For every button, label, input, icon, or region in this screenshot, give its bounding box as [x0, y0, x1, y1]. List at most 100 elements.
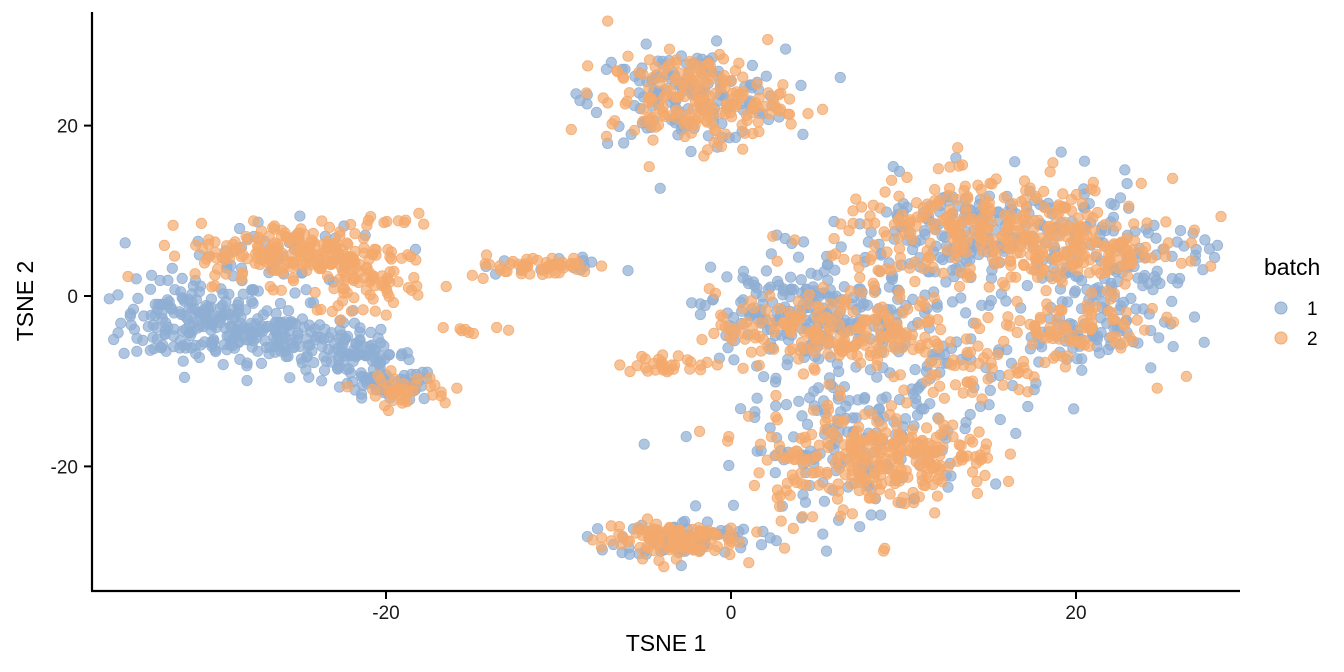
point-batch-2 [615, 538, 628, 551]
point-batch-2 [799, 431, 811, 443]
point-batch-2 [602, 15, 614, 27]
point-batch-1 [182, 293, 194, 305]
point-batch-2 [600, 130, 613, 142]
point-batch-2 [927, 386, 939, 398]
point-batch-2 [746, 102, 759, 114]
point-batch-2 [1167, 316, 1180, 328]
point-batch-2 [765, 431, 778, 443]
point-batch-2 [1039, 356, 1051, 369]
point-batch-2 [383, 290, 395, 303]
point-batch-1 [704, 261, 717, 273]
point-batch-2 [733, 57, 745, 69]
point-batch-2 [707, 526, 719, 539]
point-batch-1 [723, 459, 735, 472]
point-batch-2 [669, 91, 682, 103]
point-batch-1 [294, 210, 306, 222]
point-batch-1 [959, 423, 971, 435]
point-batch-1 [1055, 146, 1067, 158]
point-batch-2 [783, 108, 796, 120]
point-batch-2 [745, 295, 758, 307]
point-batch-2 [754, 317, 767, 329]
point-batch-2 [668, 359, 681, 371]
point-batch-2 [252, 241, 264, 253]
point-batch-1 [784, 271, 797, 283]
point-batch-2 [595, 260, 608, 272]
point-batch-2 [823, 378, 835, 390]
point-batch-2 [931, 490, 944, 502]
point-batch-2 [1057, 188, 1069, 200]
point-batch-2 [652, 119, 665, 131]
point-batch-1 [640, 38, 652, 50]
point-batch-2 [930, 431, 943, 443]
point-batch-2 [726, 334, 738, 346]
point-batch-2 [894, 291, 906, 303]
point-batch-2 [951, 455, 964, 467]
point-batch-2 [986, 252, 999, 264]
point-batch-1 [1174, 225, 1187, 237]
point-batch-2 [1018, 175, 1031, 187]
point-batch-2 [1159, 251, 1172, 263]
point-batch-2 [806, 467, 818, 479]
point-batch-1 [834, 71, 846, 84]
point-batch-1 [799, 496, 812, 508]
point-batch-2 [966, 386, 978, 398]
point-batch-2 [586, 534, 599, 546]
point-batch-2 [992, 348, 1004, 360]
point-batch-2 [1215, 210, 1227, 223]
point-batch-2 [773, 88, 785, 101]
point-batch-2 [636, 529, 649, 542]
point-batch-1 [680, 430, 692, 443]
point-batch-2 [212, 263, 224, 275]
point-batch-2 [921, 453, 933, 465]
point-batch-1 [217, 288, 229, 300]
point-batch-2 [828, 233, 840, 245]
point-batch-1 [243, 322, 255, 334]
point-batch-2 [908, 448, 920, 460]
point-batch-1 [779, 43, 792, 55]
point-batch-1 [169, 284, 181, 296]
point-batch-2 [1188, 224, 1201, 236]
point-batch-2 [893, 190, 905, 202]
point-batch-2 [362, 214, 374, 226]
point-batch-2 [1180, 370, 1193, 382]
point-batch-2 [826, 250, 838, 262]
point-batch-1 [246, 284, 258, 296]
point-batch-2 [248, 215, 260, 227]
point-batch-1 [964, 408, 976, 421]
point-batch-1 [1198, 336, 1210, 348]
point-batch-2 [491, 321, 503, 334]
point-batch-1 [817, 528, 829, 540]
point-batch-2 [272, 264, 284, 276]
legend-key-1 [1274, 301, 1288, 315]
point-batch-1 [694, 308, 707, 321]
point-batch-1 [189, 303, 201, 315]
point-batch-2 [1162, 237, 1175, 249]
point-batch-2 [871, 354, 884, 366]
point-batch-2 [382, 379, 394, 391]
point-batch-2 [929, 224, 941, 236]
point-batch-2 [953, 280, 966, 293]
point-batch-2 [358, 242, 370, 254]
point-batch-2 [688, 81, 701, 93]
point-batch-2 [440, 280, 452, 293]
point-batch-1 [990, 478, 1002, 490]
point-batch-2 [760, 304, 772, 316]
point-batch-2 [699, 82, 711, 94]
point-batch-2 [894, 369, 907, 381]
point-batch-2 [1205, 260, 1217, 272]
point-batch-2 [502, 324, 515, 336]
point-batch-2 [795, 467, 807, 479]
point-batch-2 [979, 222, 991, 234]
point-batch-2 [1123, 200, 1135, 212]
point-batch-2 [809, 346, 821, 358]
point-batch-2 [582, 60, 594, 72]
point-batch-2 [287, 275, 300, 287]
point-batch-1 [1150, 274, 1162, 286]
point-batch-1 [401, 347, 413, 359]
point-batch-2 [400, 214, 412, 226]
point-batch-1 [918, 403, 930, 415]
point-batch-2 [743, 557, 755, 569]
point-batch-2 [342, 238, 354, 250]
point-batch-2 [932, 163, 945, 175]
point-batch-2 [169, 250, 181, 262]
